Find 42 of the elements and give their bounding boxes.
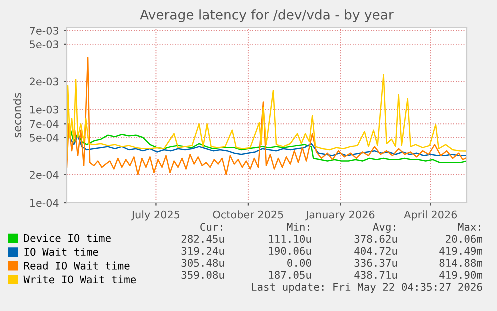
text: Last update: Fri May 22 04:35:27 2026 [252,282,482,294]
text: 336.37u [354,259,398,268]
text: 190.06u [269,247,312,256]
text: 419.49m [440,247,483,256]
legend-label: Device IO time [24,234,111,242]
text: 438.71u [354,271,398,280]
text: 305.48u [182,259,224,268]
y-tick-label: 2e-04 [30,171,59,180]
y-tick-label: 5e-04 [30,134,59,142]
text: 359.08u [182,271,224,280]
text: 111.10u [269,235,312,244]
text: 404.72u [354,247,398,256]
x-tick-label: January 2026 [305,210,375,221]
text: Avg: [373,223,396,234]
text: Cur: [200,223,222,232]
text: 378.62u [354,235,398,244]
line-series [69,136,467,156]
text: 814.88m [440,259,483,268]
x-tick-label: July 2025 [131,210,180,221]
y-axis-title: seconds [13,93,22,138]
line-series [67,57,467,176]
text: 282.45u [182,235,224,244]
y-tick-label: 2e-03 [30,78,59,86]
text: Max: [458,223,480,232]
text: 319.24u [182,247,224,256]
x-tick-label: April 2026 [404,210,458,221]
x-tick-label: October 2025 [213,210,284,219]
y-tick-label: 5e-03 [30,40,59,49]
legend-label: Read IO Wait time [24,262,130,270]
chart-title: Average latency for /dev/vda - by year [140,10,394,22]
legend-label: Write IO Wait time [24,276,136,284]
line-series [67,126,467,164]
text: 0.00 [288,259,312,268]
text: Min: [287,222,310,231]
y-tick-label: 7e-03 [30,27,59,35]
y-tick-label: 1e-03 [30,106,59,114]
text: 187.05u [269,271,312,280]
text: 20.06m [446,235,483,244]
legend-label: IO Wait time [24,248,98,256]
text: 419.90m [440,271,483,280]
y-tick-label: 1e-04 [30,199,59,208]
y-tick-label: 7e-04 [30,120,59,128]
